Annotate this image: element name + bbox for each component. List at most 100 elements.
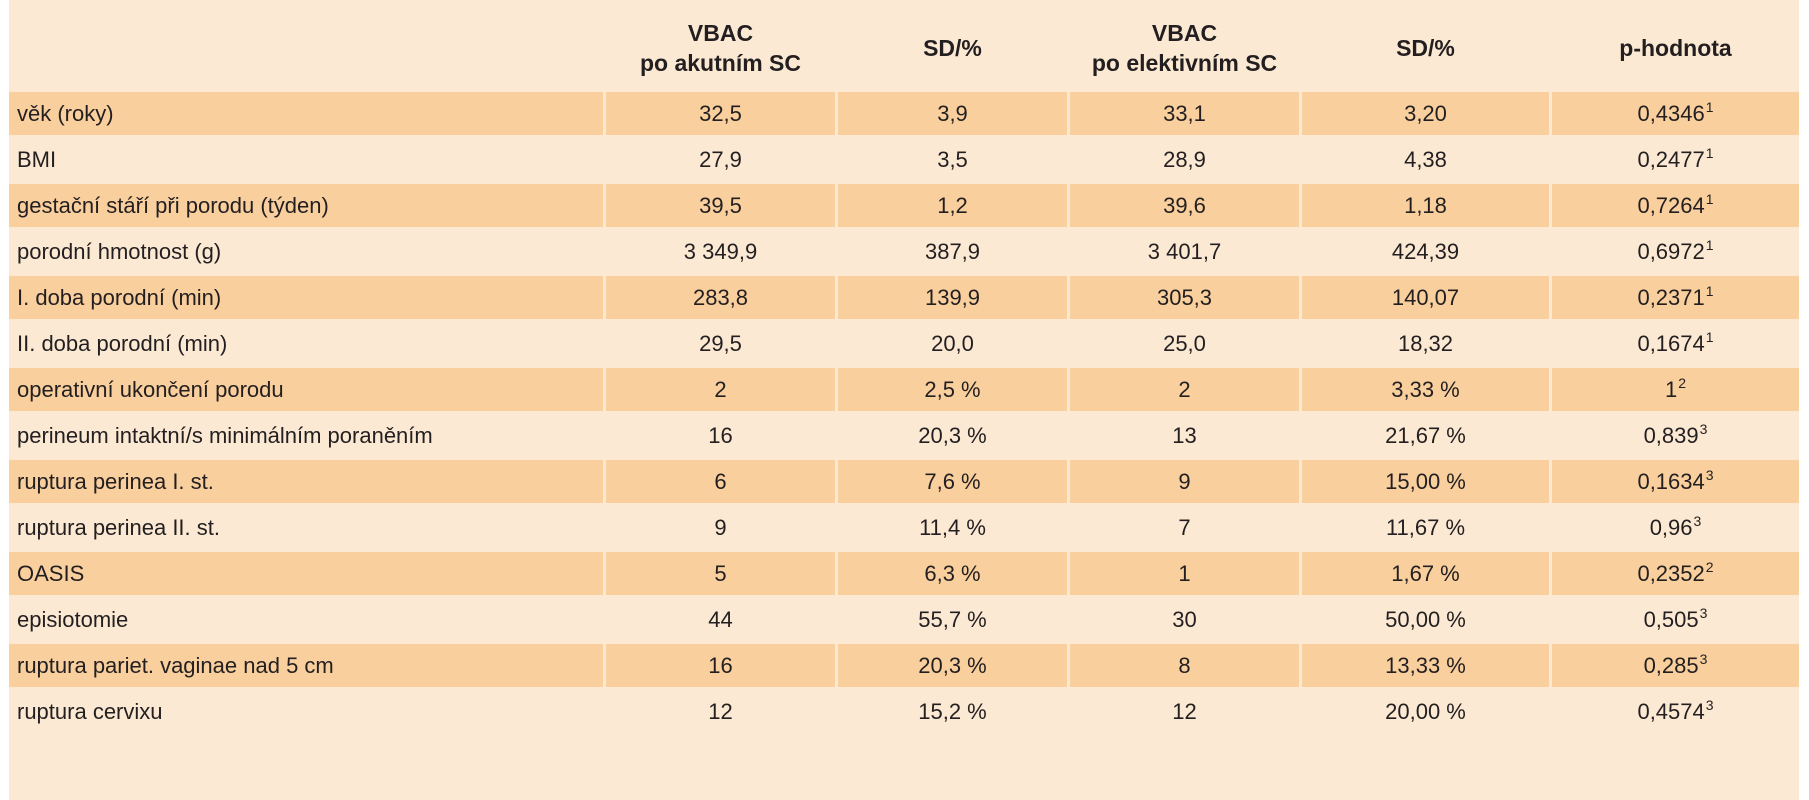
row-label-cell: II. doba porodní (min) (9, 322, 603, 365)
sd-acute-value-cell: 2,5 % (835, 368, 1067, 411)
table-header-row: VBAC po akutním SC SD/% VBAC po elektivn… (9, 7, 1799, 89)
vbac-elective-value-cell: 9 (1067, 460, 1299, 503)
p-value-footnote-ref: 2 (1705, 559, 1714, 576)
p-value-cell: 0,23522 (1549, 552, 1799, 595)
p-value-footnote-ref: 1 (1705, 283, 1714, 300)
p-value-text: 0,6972 (1637, 238, 1705, 264)
vbac-acute-value-cell: 5 (603, 552, 835, 595)
sd-acute-value-cell: 1,2 (835, 184, 1067, 227)
sd-elective-value-cell: 21,67 % (1299, 414, 1549, 457)
p-value-text: 0,2371 (1637, 284, 1705, 310)
vbac-elective-value-cell: 33,1 (1067, 92, 1299, 135)
comparison-table-panel: VBAC po akutním SC SD/% VBAC po elektivn… (9, 0, 1799, 800)
p-value-cell: 0,72641 (1549, 184, 1799, 227)
vbac-elective-value-cell: 25,0 (1067, 322, 1299, 365)
sd-acute-value-cell: 20,3 % (835, 414, 1067, 457)
vbac-acute-value-cell: 16 (603, 414, 835, 457)
p-value-footnote-ref: 3 (1699, 651, 1708, 668)
p-value-cell: 0,8393 (1549, 414, 1799, 457)
p-value-cell: 0,69721 (1549, 230, 1799, 273)
vbac-elective-value-cell: 39,6 (1067, 184, 1299, 227)
p-value-text: 0,1674 (1637, 330, 1705, 356)
table-row: gestační stáří při porodu (týden) 39,5 1,2… (9, 184, 1799, 227)
sd-elective-value-cell: 3,33 % (1299, 368, 1549, 411)
sd-acute-value-cell: 11,4 % (835, 506, 1067, 549)
p-value-cell: 0,24771 (1549, 138, 1799, 181)
header-vbac-elective-line1: VBAC (1151, 20, 1218, 46)
vbac-acute-value-cell: 283,8 (603, 276, 835, 319)
sd-elective-value-cell: 4,38 (1299, 138, 1549, 181)
p-value-text: 0,2352 (1637, 560, 1705, 586)
vbac-elective-value-cell: 3 401,7 (1067, 230, 1299, 273)
sd-acute-value-cell: 20,3 % (835, 644, 1067, 687)
p-value-footnote-ref: 3 (1705, 697, 1714, 714)
row-label-cell: ruptura cervixu (9, 690, 603, 733)
vbac-elective-value-cell: 28,9 (1067, 138, 1299, 181)
p-value-footnote-ref: 3 (1705, 467, 1714, 484)
row-label-cell: ruptura pariet. vaginae nad 5 cm (9, 644, 603, 687)
header-p-value: p-hodnota (1619, 35, 1732, 61)
p-value-text: 0,285 (1643, 652, 1699, 678)
table-row: episiotomie 44 55,7 % 30 50,00 % 0,5053 (9, 598, 1799, 641)
vbac-elective-value-cell: 8 (1067, 644, 1299, 687)
sd-elective-value-cell: 140,07 (1299, 276, 1549, 319)
p-value-footnote-ref: 1 (1705, 99, 1714, 116)
p-value-text: 1 (1664, 376, 1678, 402)
p-value-footnote-ref: 3 (1693, 513, 1702, 530)
vbac-elective-value-cell: 2 (1067, 368, 1299, 411)
sd-elective-value-cell: 20,00 % (1299, 690, 1549, 733)
row-label-cell: operativní ukončení porodu (9, 368, 603, 411)
sd-acute-value-cell: 387,9 (835, 230, 1067, 273)
p-value-text: 0,4574 (1637, 698, 1705, 724)
vbac-elective-value-cell: 7 (1067, 506, 1299, 549)
vbac-acute-value-cell: 12 (603, 690, 835, 733)
p-value-footnote-ref: 1 (1705, 237, 1714, 254)
p-value-cell: 0,2853 (1549, 644, 1799, 687)
row-label-cell: porodní hmotnost (g) (9, 230, 603, 273)
table-row: porodní hmotnost (g) 3 349,9 387,9 3 401,7 4… (9, 230, 1799, 273)
sd-elective-value-cell: 18,32 (1299, 322, 1549, 365)
p-value-footnote-ref: 1 (1705, 329, 1714, 346)
table-row: ruptura cervixu 12 15,2 % 12 20,00 % 0,45743 (9, 690, 1799, 733)
vbac-acute-value-cell: 6 (603, 460, 835, 503)
p-value-footnote-ref: 1 (1705, 145, 1714, 162)
header-vbac-elective: VBAC po elektivním SC (1067, 7, 1299, 89)
p-value-cell: 0,45743 (1549, 690, 1799, 733)
sd-acute-value-cell: 7,6 % (835, 460, 1067, 503)
sd-acute-value-cell: 6,3 % (835, 552, 1067, 595)
p-value-footnote-ref: 3 (1699, 605, 1708, 622)
sd-acute-value-cell: 3,5 (835, 138, 1067, 181)
sd-acute-value-cell: 3,9 (835, 92, 1067, 135)
sd-elective-value-cell: 3,20 (1299, 92, 1549, 135)
p-value-cell: 0,23711 (1549, 276, 1799, 319)
header-vbac-elective-line2: po elektivním SC (1091, 50, 1278, 76)
table-row: ruptura pariet. vaginae nad 5 cm 16 20,3 %… (9, 644, 1799, 687)
p-value-text: 0,2477 (1637, 146, 1705, 172)
vbac-acute-value-cell: 16 (603, 644, 835, 687)
p-value-footnote-ref: 1 (1705, 191, 1714, 208)
p-value-cell: 0,5053 (1549, 598, 1799, 641)
vbac-elective-value-cell: 305,3 (1067, 276, 1299, 319)
header-sd-acute: SD/% (923, 35, 982, 61)
p-value-text: 0,1634 (1637, 468, 1705, 494)
header-vbac-acute-line1: VBAC (687, 20, 754, 46)
vbac-acute-value-cell: 32,5 (603, 92, 835, 135)
vbac-acute-value-cell: 29,5 (603, 322, 835, 365)
table-row: ruptura perinea II. st. 9 11,4 % 7 11,67 % 0,… (9, 506, 1799, 549)
vbac-acute-value-cell: 2 (603, 368, 835, 411)
header-vbac-acute-line2: po akutním SC (639, 50, 801, 76)
vbac-elective-value-cell: 12 (1067, 690, 1299, 733)
p-value-text: 0,505 (1643, 606, 1699, 632)
sd-acute-value-cell: 20,0 (835, 322, 1067, 365)
sd-elective-value-cell: 424,39 (1299, 230, 1549, 273)
vbac-elective-value-cell: 1 (1067, 552, 1299, 595)
sd-elective-value-cell: 1,18 (1299, 184, 1549, 227)
row-label-cell: věk (roky) (9, 92, 603, 135)
table-row: II. doba porodní (min) 29,5 20,0 25,0 18,32 0… (9, 322, 1799, 365)
comparison-table: VBAC po akutním SC SD/% VBAC po elektivn… (9, 4, 1799, 736)
p-value-text: 0,7264 (1637, 192, 1705, 218)
sd-elective-value-cell: 13,33 % (1299, 644, 1549, 687)
vbac-acute-value-cell: 9 (603, 506, 835, 549)
row-label-cell: perineum intaktní/s minimálním poraněním (9, 414, 603, 457)
header-vbac-acute: VBAC po akutním SC (603, 7, 835, 89)
